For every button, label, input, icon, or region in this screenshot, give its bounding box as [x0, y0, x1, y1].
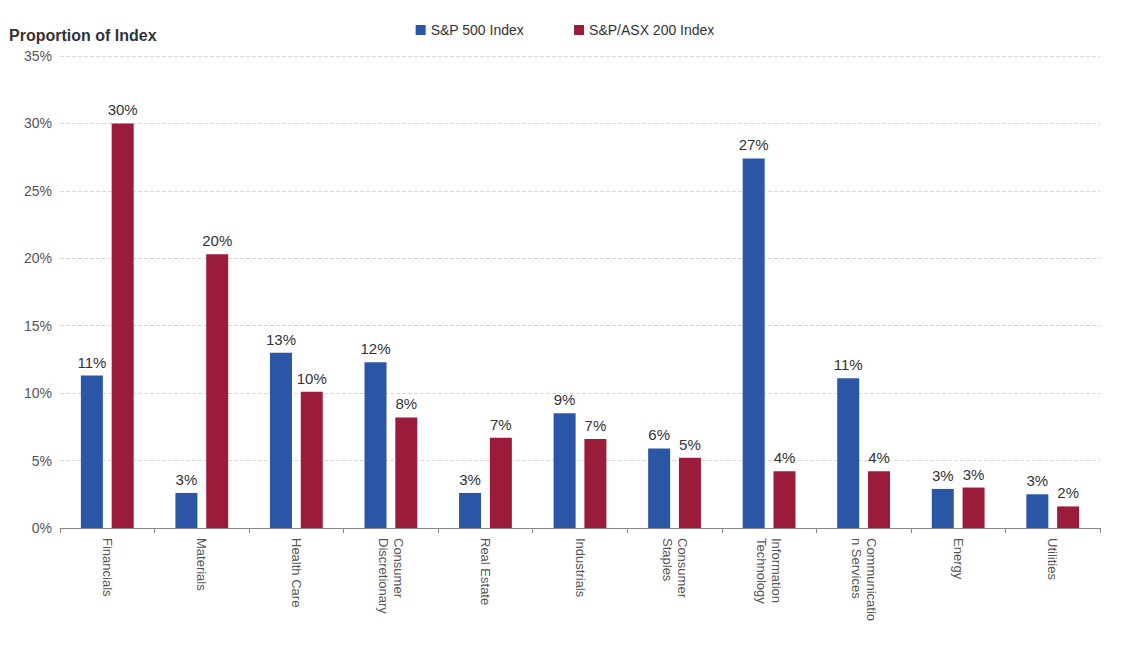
svg-text:4%: 4%	[774, 449, 796, 466]
svg-text:11%: 11%	[77, 354, 106, 371]
svg-text:2%: 2%	[1057, 484, 1079, 501]
svg-text:Health Care: Health Care	[289, 538, 304, 607]
svg-text:10%: 10%	[24, 385, 52, 401]
svg-text:7%: 7%	[585, 417, 607, 434]
svg-text:Staples: Staples	[660, 538, 675, 582]
svg-text:Utilities: Utilities	[1045, 538, 1060, 580]
svg-text:3%: 3%	[963, 466, 985, 483]
svg-text:0%: 0%	[32, 520, 52, 536]
svg-text:5%: 5%	[679, 436, 701, 453]
svg-text:15%: 15%	[24, 318, 52, 334]
svg-text:9%: 9%	[554, 391, 576, 408]
svg-text:Real Estate: Real Estate	[478, 538, 493, 605]
svg-text:20%: 20%	[202, 232, 232, 249]
svg-text:Discretionary: Discretionary	[376, 538, 391, 614]
svg-text:3%: 3%	[932, 467, 954, 484]
svg-text:12%: 12%	[360, 340, 390, 357]
svg-text:3%: 3%	[176, 471, 198, 488]
svg-text:Communicatio: Communicatio	[864, 538, 879, 621]
svg-text:5%: 5%	[32, 453, 52, 469]
svg-text:Energy: Energy	[951, 538, 966, 580]
svg-text:Consumer: Consumer	[675, 538, 690, 602]
svg-text:Financials: Financials	[100, 538, 115, 597]
svg-text:11%: 11%	[834, 356, 863, 373]
svg-text:4%: 4%	[868, 449, 890, 466]
svg-text:3%: 3%	[459, 471, 481, 488]
svg-text:8%: 8%	[395, 395, 417, 412]
svg-text:27%: 27%	[739, 136, 769, 153]
svg-text:10%: 10%	[297, 370, 327, 387]
svg-text:Technology: Technology	[754, 538, 769, 604]
svg-text:6%: 6%	[648, 426, 670, 443]
svg-text:3%: 3%	[1026, 472, 1048, 489]
svg-text:7%: 7%	[490, 416, 512, 433]
svg-text:Proportion of Index: Proportion of Index	[9, 27, 157, 44]
svg-text:S&P 500 Index: S&P 500 Index	[431, 22, 524, 38]
svg-text:30%: 30%	[108, 101, 138, 118]
svg-text:35%: 35%	[24, 48, 52, 64]
svg-text:25%: 25%	[24, 183, 52, 199]
svg-text:13%: 13%	[266, 331, 296, 348]
svg-text:Information: Information	[769, 538, 784, 607]
svg-text:20%: 20%	[24, 250, 52, 266]
svg-text:Materials: Materials	[194, 538, 209, 591]
svg-text:S&P/ASX 200 Index: S&P/ASX 200 Index	[589, 22, 714, 38]
svg-text:n Services: n Services	[849, 538, 864, 599]
svg-text:Industrials: Industrials	[573, 538, 588, 598]
svg-text:Consumer: Consumer	[391, 538, 406, 602]
svg-text:30%: 30%	[24, 115, 52, 131]
